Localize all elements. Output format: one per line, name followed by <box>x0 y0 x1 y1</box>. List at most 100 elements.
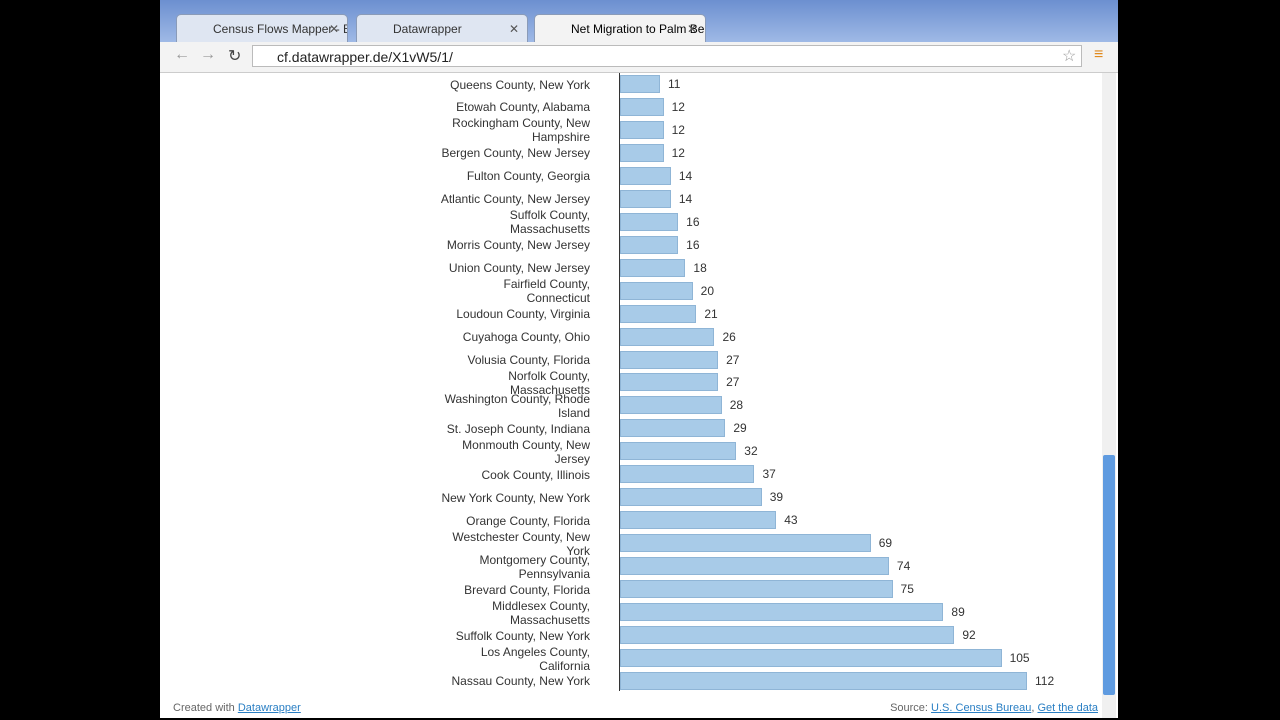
bar <box>620 442 737 461</box>
bar-row: Union County, New Jersey 18 <box>160 257 1100 280</box>
footer-link[interactable]: Datawrapper <box>237 702 301 714</box>
category-label: Monmouth County, New Jersey <box>462 437 590 466</box>
bar-row: Brevard County, Florida 75 <box>160 578 1100 601</box>
close-icon[interactable]: ✕ <box>686 22 697 36</box>
value-label: 14 <box>678 191 693 206</box>
category-label: Queens County, New York <box>450 77 590 92</box>
close-icon[interactable]: ✕ <box>508 22 519 36</box>
bar-row: Monmouth County, New Jersey 32 <box>160 437 1100 466</box>
forward-button[interactable]: → <box>200 46 216 63</box>
back-button[interactable]: ← <box>174 46 190 63</box>
value-label: 69 <box>878 536 893 551</box>
value-label: 89 <box>951 605 965 620</box>
toolbar: ← → ↻ cf.datawrapper.de/X1vW5/1/ ☆ ≡ <box>160 42 1118 73</box>
bar-row: Fairfield County, Connecticut 20 <box>160 277 1100 306</box>
bar <box>620 603 944 622</box>
bar <box>620 465 755 484</box>
footer-credit: Created with Datawrapper <box>173 702 301 714</box>
chart: Created with Datawrapper Source: U.S. Ce… <box>160 73 1100 718</box>
bar-row: Suffolk County, Massachusetts 16 <box>160 208 1100 237</box>
value-label: 112 <box>1035 673 1055 688</box>
tab[interactable]: Census Flows Mapper - Be ✕ <box>176 14 348 42</box>
category-label: Washington County, Rhode Island <box>444 391 590 420</box>
bar <box>620 488 762 507</box>
scrollbar[interactable] <box>1102 73 1116 718</box>
scroll-thumb[interactable] <box>1103 455 1115 695</box>
bar-row: Orange County, Florida 43 <box>160 509 1100 532</box>
category-label: Etowah County, Alabama <box>456 100 590 115</box>
footer-text: Created with <box>173 702 235 714</box>
address-bar[interactable]: cf.datawrapper.de/X1vW5/1/ <box>252 45 1082 67</box>
bar <box>620 649 1002 667</box>
category-label: Loudoun County, Virginia <box>456 307 590 322</box>
bar <box>620 97 664 116</box>
bar <box>620 327 715 346</box>
bar <box>620 557 889 576</box>
tab-bar: Census Flows Mapper - Be ✕ Datawrapper ✕ N… <box>160 0 1118 42</box>
bar <box>620 350 719 369</box>
bar <box>620 166 671 185</box>
category-label: Los Angeles County, California <box>480 644 590 673</box>
category-label: Cuyahoga County, Ohio <box>462 330 590 345</box>
category-label: Rockingham County, New Hampshire <box>452 116 590 145</box>
value-label: 28 <box>729 398 744 413</box>
category-label: Atlantic County, New Jersey <box>440 192 590 207</box>
category-label: Fairfield County, Connecticut <box>503 277 590 306</box>
value-label: 32 <box>744 444 758 459</box>
bar-row: Etowah County, Alabama 12 <box>160 96 1100 119</box>
bar-row: Cuyahoga County, Ohio 26 <box>160 326 1100 349</box>
menu-button[interactable]: ≡ <box>1094 46 1104 63</box>
bar <box>620 304 697 323</box>
value-label: 20 <box>700 283 715 298</box>
category-label: Volusia County, Florida <box>467 353 590 368</box>
bar <box>620 281 693 300</box>
value-label: 11 <box>667 77 681 91</box>
bar-row: Norfolk County, Massachusetts 27 <box>160 368 1100 397</box>
axis-line <box>619 73 620 691</box>
category-label: Bergen County, New Jersey <box>441 146 590 161</box>
bar <box>620 120 664 139</box>
bar-row: Nassau County, New York 112 <box>160 670 1100 693</box>
close-icon[interactable]: ✕ <box>328 22 339 36</box>
bar-row: Loudoun County, Virginia 21 <box>160 303 1100 326</box>
category-label: Westchester County, New York <box>452 529 590 558</box>
bar <box>620 580 893 599</box>
category-label: Norfolk County, Massachusetts <box>508 368 590 397</box>
category-label: Suffolk County, Massachusetts <box>509 208 590 237</box>
value-label: 16 <box>686 237 700 252</box>
value-label: 27 <box>726 375 740 390</box>
value-label: 27 <box>726 352 740 367</box>
bar-row: Rockingham County, New Hampshire 12 <box>160 116 1100 145</box>
value-label: 12 <box>671 122 685 137</box>
bar-row: Westchester County, New York 69 <box>160 529 1100 558</box>
bar <box>620 258 686 277</box>
category-label: Montgomery County, Pennsylvania <box>479 552 591 581</box>
value-label: 92 <box>962 628 976 643</box>
tab[interactable]: Net Migration to Palm Be ✕ <box>534 14 706 42</box>
bar <box>620 626 955 645</box>
category-label: Fulton County, Georgia <box>466 169 590 184</box>
bar <box>620 419 726 438</box>
tab[interactable]: Datawrapper ✕ <box>356 14 528 42</box>
category-label: Orange County, Florida <box>466 513 590 528</box>
tab-title: Net Migration to Palm Be <box>571 22 705 36</box>
bar-row: New York County, New York 39 <box>160 486 1100 509</box>
value-label: 39 <box>769 490 784 505</box>
footer-text: Source: <box>890 702 928 714</box>
bar <box>620 75 660 93</box>
bar-row: Montgomery County, Pennsylvania 74 <box>160 552 1100 581</box>
footer-link[interactable]: Get the data <box>1037 702 1098 714</box>
bar-row: Cook County, Illinois 37 <box>160 463 1100 486</box>
value-label: 105 <box>1009 651 1030 665</box>
bar-row: Washington County, Rhode Island 28 <box>160 391 1100 420</box>
bar <box>620 511 777 530</box>
bookmark-star[interactable]: ☆ <box>1062 48 1077 65</box>
category-label: Cook County, Illinois <box>481 467 591 482</box>
bar-row: Atlantic County, New Jersey 14 <box>160 188 1100 211</box>
category-label: Suffolk County, New York <box>455 628 590 643</box>
value-label: 14 <box>678 168 693 183</box>
category-label: St. Joseph County, Indiana <box>446 421 590 436</box>
footer-link[interactable]: U.S. Census Bureau <box>931 702 1032 714</box>
category-label: Brevard County, Florida <box>464 582 590 597</box>
reload-button[interactable]: ↻ <box>228 48 242 65</box>
